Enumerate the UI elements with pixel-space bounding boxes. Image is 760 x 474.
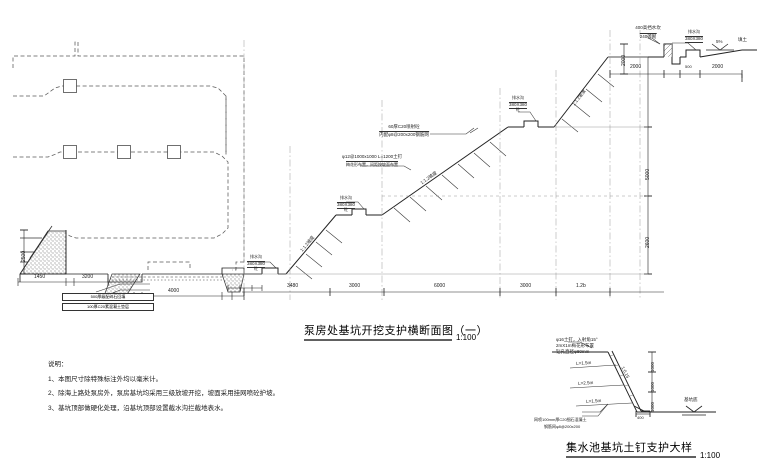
dim-3480: 3480 (287, 283, 299, 289)
callout-topwall-line1: 400高挡水坎 (635, 25, 661, 30)
ditch-label-1-name: 排水沟 (250, 254, 262, 259)
dim-1450: 1450 (34, 274, 46, 280)
ditch-label-4-name: 排水沟 (688, 29, 700, 34)
ditch-label-3-name: 排水沟 (512, 95, 524, 100)
dim-top-500: 500 (685, 64, 692, 69)
main-scale: 1:100 (456, 333, 477, 342)
callout-topwall-line2: 240砖砌 (639, 33, 657, 39)
note-line-1: 1、本图尺寸除特殊标注外均以毫米计。 (48, 375, 163, 383)
detail-nail-spec-1: φ16土钉，入射角15° (556, 337, 598, 342)
ditch-label-3-size: 380X380 (508, 102, 528, 109)
detail-nail-spec-2: 2mX1m梅花形布置 (556, 343, 595, 348)
detail-face-spec-1: 网喷100mm厚C20细石混凝土 (534, 417, 587, 422)
dim-1p2b: 1.2b (576, 283, 586, 289)
dim-top-2000b: 2000 (712, 64, 724, 70)
note-line-2: 2、除海上路处泵房外，泵房基坑均采用三级放坡开挖，坡面采用挂网喷砼护坡。 (48, 390, 280, 397)
ditch-label-2-name: 排水沟 (340, 195, 352, 200)
ditch-label-2-mat: 砼 (344, 207, 348, 212)
ditch-label-3-mat: 砼 (516, 107, 520, 112)
detail-nail-spec-3: 钻孔直径φ80mm (556, 349, 590, 354)
ditch-label-1-mat: 砼 (254, 266, 258, 271)
callout-soilnail-line1: φ12@1000x1000 L=1200土钉 (341, 154, 403, 159)
detail-dim-1000-c: 1000 (650, 401, 655, 412)
dim-3000-b: 3000 (520, 283, 532, 289)
dim-vert-5000: 5000 (645, 168, 651, 180)
dim-top-2000a: 2000 (630, 64, 642, 70)
detail-dim-1000-b: 1000 (650, 381, 655, 392)
dim-vert-2500: 2500 (21, 250, 27, 262)
note-line-3: 3、基坑顶部做硬化处理，沿基坑顶部设置截水沟拦截地表水。 (48, 404, 228, 412)
callout-soilnail-line2: 梅花形布置，间距按坡面布置 (346, 161, 398, 167)
main-title: 泵房处基坑开挖支护横断面图（一） (304, 325, 488, 337)
dim-6000: 6000 (434, 283, 446, 289)
ditch-label-4-size: 380X380 (684, 36, 704, 43)
notes-block: 说明： 1、本图尺寸除特殊标注外均以毫米计。 2、除海上路处泵房外，泵房基坑均采… (48, 358, 279, 416)
detail-title: 集水池基坑土钉支护大样 (566, 442, 693, 454)
callout-shotcrete-line1: 60厚C20喷射砼 (388, 124, 420, 129)
layer-label-cushion: 100厚C20素混凝土垫层 (62, 303, 154, 311)
dim-4000: 4000 (168, 288, 180, 294)
detail-face-spec-2: 钢筋网φ8@200x200 (544, 424, 581, 429)
dim-vert-2600: 2600 (645, 236, 651, 248)
layer-label-backfill: 500厚级配碎石回填 (62, 293, 154, 301)
ditch-label-2-size: 380X380 (336, 202, 356, 209)
dim-3200: 3200 (82, 274, 94, 280)
callout-shotcrete-line2: 内配φ8@200x200钢筋网 (379, 131, 429, 137)
grade-percent-label: 5% (716, 39, 723, 44)
fill-label: 填土 (738, 37, 747, 42)
detail-dim-400: 400 (637, 415, 644, 420)
notes-heading: 说明： (48, 361, 68, 368)
detail-ground-label: 基坑底 (684, 397, 698, 402)
ditch-label-1-size: 380X380 (246, 261, 266, 268)
detail-dim-1000-a: 1000 (650, 361, 655, 372)
detail-scale: 1:100 (700, 451, 721, 460)
dim-3000-a: 3000 (349, 283, 361, 289)
dim-vert-top-2000: 2000 (621, 54, 627, 66)
